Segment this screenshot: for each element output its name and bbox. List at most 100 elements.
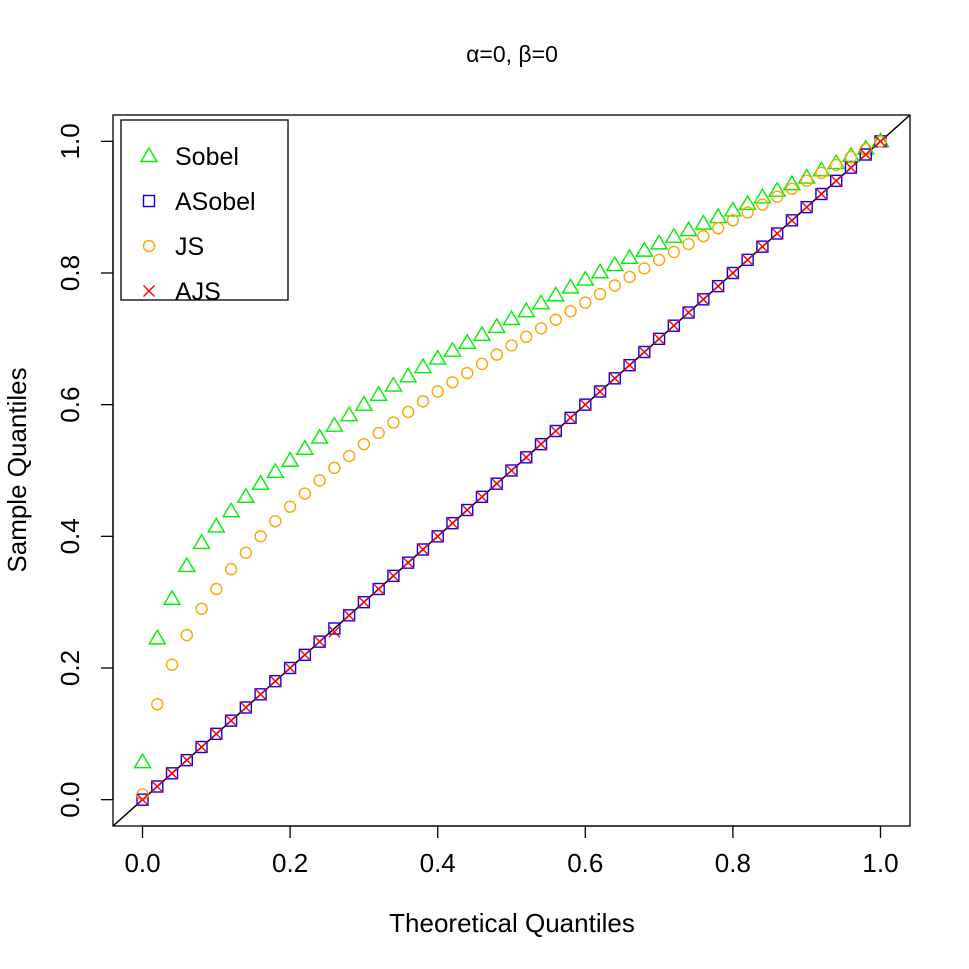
point (682, 237, 695, 251)
point (785, 214, 799, 227)
point (741, 253, 754, 267)
point (162, 589, 182, 606)
legend-label: ASobel (175, 188, 256, 216)
point (638, 346, 651, 358)
point (638, 345, 651, 359)
point (475, 490, 489, 504)
point (505, 464, 518, 477)
point (549, 424, 562, 438)
point (667, 319, 680, 332)
point (280, 451, 300, 467)
legend-label: JS (175, 233, 204, 261)
point (771, 227, 784, 240)
point (638, 262, 651, 275)
chart-title: α=0, β=0 (466, 41, 558, 67)
point (520, 451, 533, 464)
point (859, 148, 872, 161)
point (254, 688, 267, 701)
point (298, 648, 312, 662)
point (210, 727, 223, 740)
point (605, 255, 625, 272)
point (148, 629, 167, 645)
point (841, 146, 861, 163)
point (800, 174, 813, 188)
point (416, 543, 430, 556)
x-tick-label: 0.4 (420, 848, 456, 878)
point (590, 262, 610, 279)
point (357, 595, 371, 609)
point (401, 405, 415, 419)
point (549, 313, 562, 326)
point (487, 317, 506, 334)
x-tick-label: 0.6 (567, 848, 603, 878)
point (520, 451, 533, 464)
point (269, 674, 282, 688)
point (398, 366, 418, 383)
point (711, 222, 725, 235)
point (741, 206, 754, 219)
point (844, 150, 858, 164)
legend-symbol (139, 146, 159, 163)
point (531, 293, 551, 310)
point (753, 187, 772, 204)
point (564, 304, 577, 318)
point (694, 214, 713, 230)
point (446, 516, 459, 530)
point (785, 182, 799, 195)
point (387, 416, 400, 429)
x-tick-label: 0.0 (124, 848, 160, 878)
point (387, 569, 400, 582)
point (756, 240, 769, 253)
point (431, 530, 444, 543)
point (251, 474, 270, 490)
point (342, 449, 356, 463)
point (298, 487, 312, 500)
point (767, 181, 787, 197)
point (313, 635, 326, 648)
point (428, 349, 447, 365)
point (534, 437, 548, 451)
point (579, 398, 592, 411)
point (372, 426, 385, 440)
point (620, 248, 639, 265)
point (195, 602, 208, 615)
point (136, 793, 149, 806)
point (269, 675, 282, 688)
point (413, 357, 433, 374)
point (535, 438, 548, 451)
point (357, 437, 371, 451)
point (325, 416, 344, 432)
point (782, 174, 802, 191)
point (623, 359, 636, 372)
point (874, 135, 887, 148)
point (313, 635, 326, 648)
point (502, 309, 521, 326)
point (475, 490, 488, 503)
point (608, 279, 622, 292)
point (608, 372, 621, 385)
point (830, 174, 843, 188)
y-tick-label: 0.4 (55, 518, 85, 554)
point (457, 333, 477, 349)
point (298, 648, 311, 661)
point (517, 301, 536, 318)
y-tick-label: 0.6 (55, 387, 85, 423)
point (431, 385, 444, 398)
legend-symbol (142, 194, 156, 208)
point (697, 293, 710, 306)
point (210, 582, 223, 596)
point (844, 161, 857, 174)
point (649, 234, 669, 250)
point (635, 241, 654, 257)
point (490, 348, 503, 361)
point (505, 339, 518, 352)
point (313, 474, 326, 487)
point (166, 767, 179, 780)
point (505, 464, 518, 477)
point (239, 701, 252, 714)
point (372, 582, 385, 596)
point (295, 439, 315, 455)
point (372, 583, 385, 595)
point (221, 501, 241, 518)
point (151, 780, 164, 793)
